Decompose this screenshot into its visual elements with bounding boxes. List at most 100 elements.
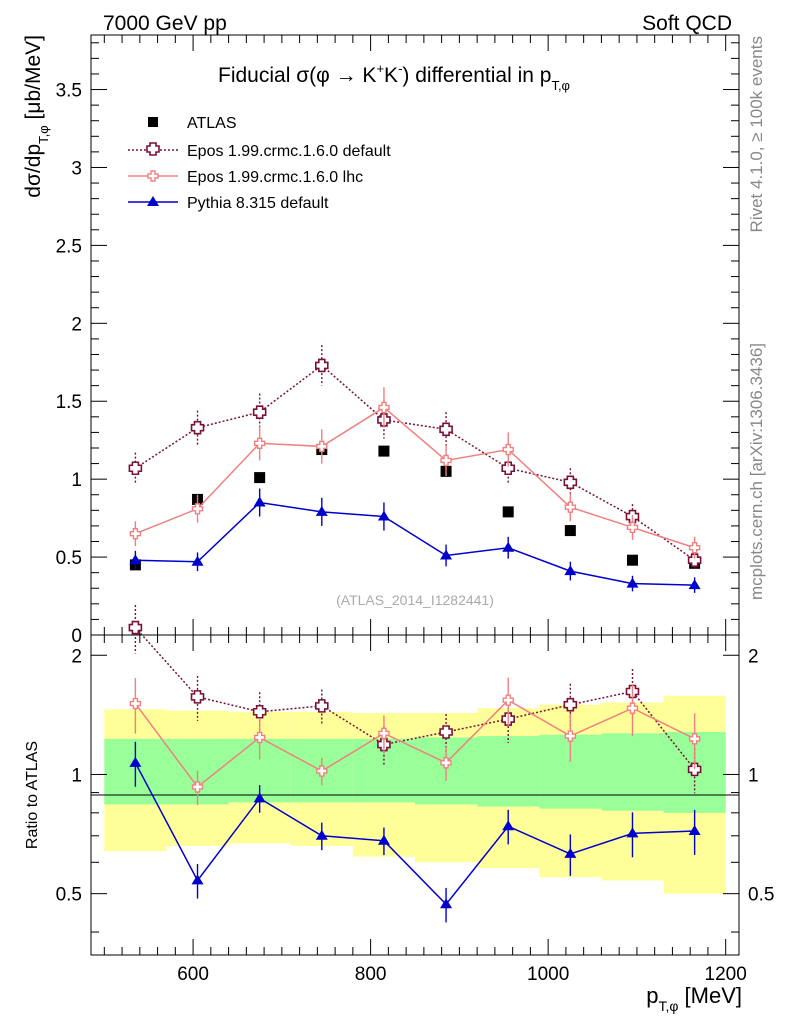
x-tick-label: 600 <box>177 964 209 985</box>
y-tick-label: 0 <box>71 626 82 647</box>
ratio-point-pythia <box>315 829 328 840</box>
point-pythia <box>688 579 701 590</box>
point-pythia <box>440 549 453 560</box>
series-pythia <box>129 488 701 923</box>
ratio-point-pythia <box>377 834 390 845</box>
ratio-point-pythia <box>688 824 701 835</box>
point-epos_default <box>687 553 702 567</box>
ratio-line-epos_default <box>134 627 696 770</box>
point-epos_lhc <box>191 503 204 515</box>
ratio-point-epos_default <box>190 690 205 704</box>
point-atlas <box>564 525 576 537</box>
point-epos_default <box>190 420 205 435</box>
ratio-point-epos_default <box>439 725 453 739</box>
point-epos_lhc <box>129 528 142 540</box>
y-tick-label: 3 <box>71 158 82 179</box>
mcplots-label: mcplots.cern.ch [arXiv:1306.3436] <box>747 343 766 600</box>
ratio-tick-label-left: 1 <box>71 765 82 786</box>
point-pythia <box>253 496 266 507</box>
y-tick-label: 2 <box>71 314 82 335</box>
y-tick-label: 1.5 <box>56 392 82 413</box>
point-epos_lhc <box>378 401 390 414</box>
legend: ATLAS Epos 1.99.crmc.1.6.0 default Epos … <box>128 115 391 212</box>
ratio-point-epos_default <box>687 762 702 777</box>
x-axis-label: pT,φ [MeV] <box>646 983 742 1014</box>
x-tick-label: 800 <box>355 964 387 985</box>
point-epos_default <box>128 461 143 476</box>
ratio-point-pythia <box>191 874 204 885</box>
point-pythia <box>129 554 142 565</box>
ratio-point-epos_lhc <box>626 702 639 714</box>
point-epos_default <box>501 461 516 476</box>
point-epos_lhc <box>502 443 514 456</box>
ratio-point-epos_default <box>128 620 143 635</box>
ratio-point-epos_lhc <box>191 781 204 793</box>
ratio-tick-label-right: 0.5 <box>748 885 774 906</box>
band-inner-bin <box>601 733 664 811</box>
chart-title: Fiducial σ(φ → K+K-) differential in pT,… <box>218 61 570 93</box>
ratio-point-epos_lhc <box>129 697 142 710</box>
ratio-tick-label-left: 0.5 <box>56 885 82 906</box>
point-epos_default <box>314 358 329 373</box>
point-epos_default <box>252 405 267 419</box>
ratio-point-epos_default <box>252 704 267 719</box>
point-atlas <box>502 506 514 518</box>
legend-label-epos-default: Epos 1.99.crmc.1.6.0 default <box>187 143 391 160</box>
point-epos_default <box>439 422 453 437</box>
ratio-point-epos_lhc <box>688 733 701 745</box>
series-line-epos_default <box>134 364 696 561</box>
point-pythia <box>564 565 577 576</box>
ratio-point-epos_lhc <box>378 727 390 740</box>
ratio-point-epos_default <box>563 697 578 712</box>
legend-marker-epos-default <box>146 142 160 156</box>
series-line-pythia <box>135 501 695 586</box>
y-tick-label: 2.5 <box>56 236 82 257</box>
legend-marker-epos-lhc <box>147 170 159 182</box>
ratio-point-epos_lhc <box>564 730 577 742</box>
ratio-point-pythia <box>129 756 142 767</box>
legend-label-pythia: Pythia 8.315 default <box>187 195 329 212</box>
point-epos_lhc <box>440 454 452 467</box>
y-axis-label: dσ/dpT,φ [μb/MeV] <box>22 35 51 198</box>
header-left: 7000 GeV pp <box>103 12 227 35</box>
point-pythia <box>377 510 390 521</box>
point-epos_lhc <box>316 440 328 453</box>
point-atlas <box>378 445 390 457</box>
legend-marker-atlas <box>148 117 158 127</box>
ratio-line-epos_lhc <box>134 699 695 789</box>
point-pythia <box>502 541 515 552</box>
point-epos_lhc <box>626 521 639 534</box>
point-pythia <box>626 577 639 588</box>
analysis-watermark: (ATLAS_2014_I1282441) <box>336 592 494 608</box>
ratio-point-pythia <box>253 792 266 803</box>
ratio-tick-label-right: 2 <box>748 646 759 667</box>
point-epos_default <box>563 475 578 490</box>
ratio-point-epos_lhc <box>502 694 514 706</box>
point-epos_lhc <box>564 501 577 513</box>
legend-marker-pythia <box>147 196 159 206</box>
ratio-point-epos_lhc <box>316 765 328 777</box>
ratio-point-pythia <box>564 847 577 858</box>
series-layer <box>128 345 702 923</box>
point-atlas <box>254 472 266 484</box>
y-tick-label: 1 <box>71 470 82 491</box>
ratio-point-pythia <box>440 898 453 909</box>
rivet-label: Rivet 4.1.0, ≥ 100k events <box>747 36 766 232</box>
ratio-point-pythia <box>502 820 515 831</box>
point-pythia <box>315 505 328 516</box>
x-tick-label: 1000 <box>527 964 569 985</box>
series-epos_default <box>128 345 702 794</box>
axis-ticks: 600 800 1000 1200 0 0.5 1 1.5 2 2.5 3 3.5 0.5 0.5 1 1 2 2 <box>56 35 774 985</box>
point-atlas <box>626 554 638 566</box>
ratio-point-epos_lhc <box>440 757 452 769</box>
ratio-tick-label-left: 2 <box>71 646 82 667</box>
legend-label-epos-lhc: Epos 1.99.crmc.1.6.0 lhc <box>187 169 363 186</box>
ratio-y-axis-label: Ratio to ATLAS <box>24 741 41 849</box>
series-line-epos_lhc <box>135 406 695 549</box>
x-tick-label: 1200 <box>705 964 747 985</box>
y-tick-label: 3.5 <box>56 81 82 102</box>
point-epos_lhc <box>253 437 266 450</box>
point-pythia <box>191 555 204 566</box>
ratio-point-epos_default <box>314 699 329 713</box>
